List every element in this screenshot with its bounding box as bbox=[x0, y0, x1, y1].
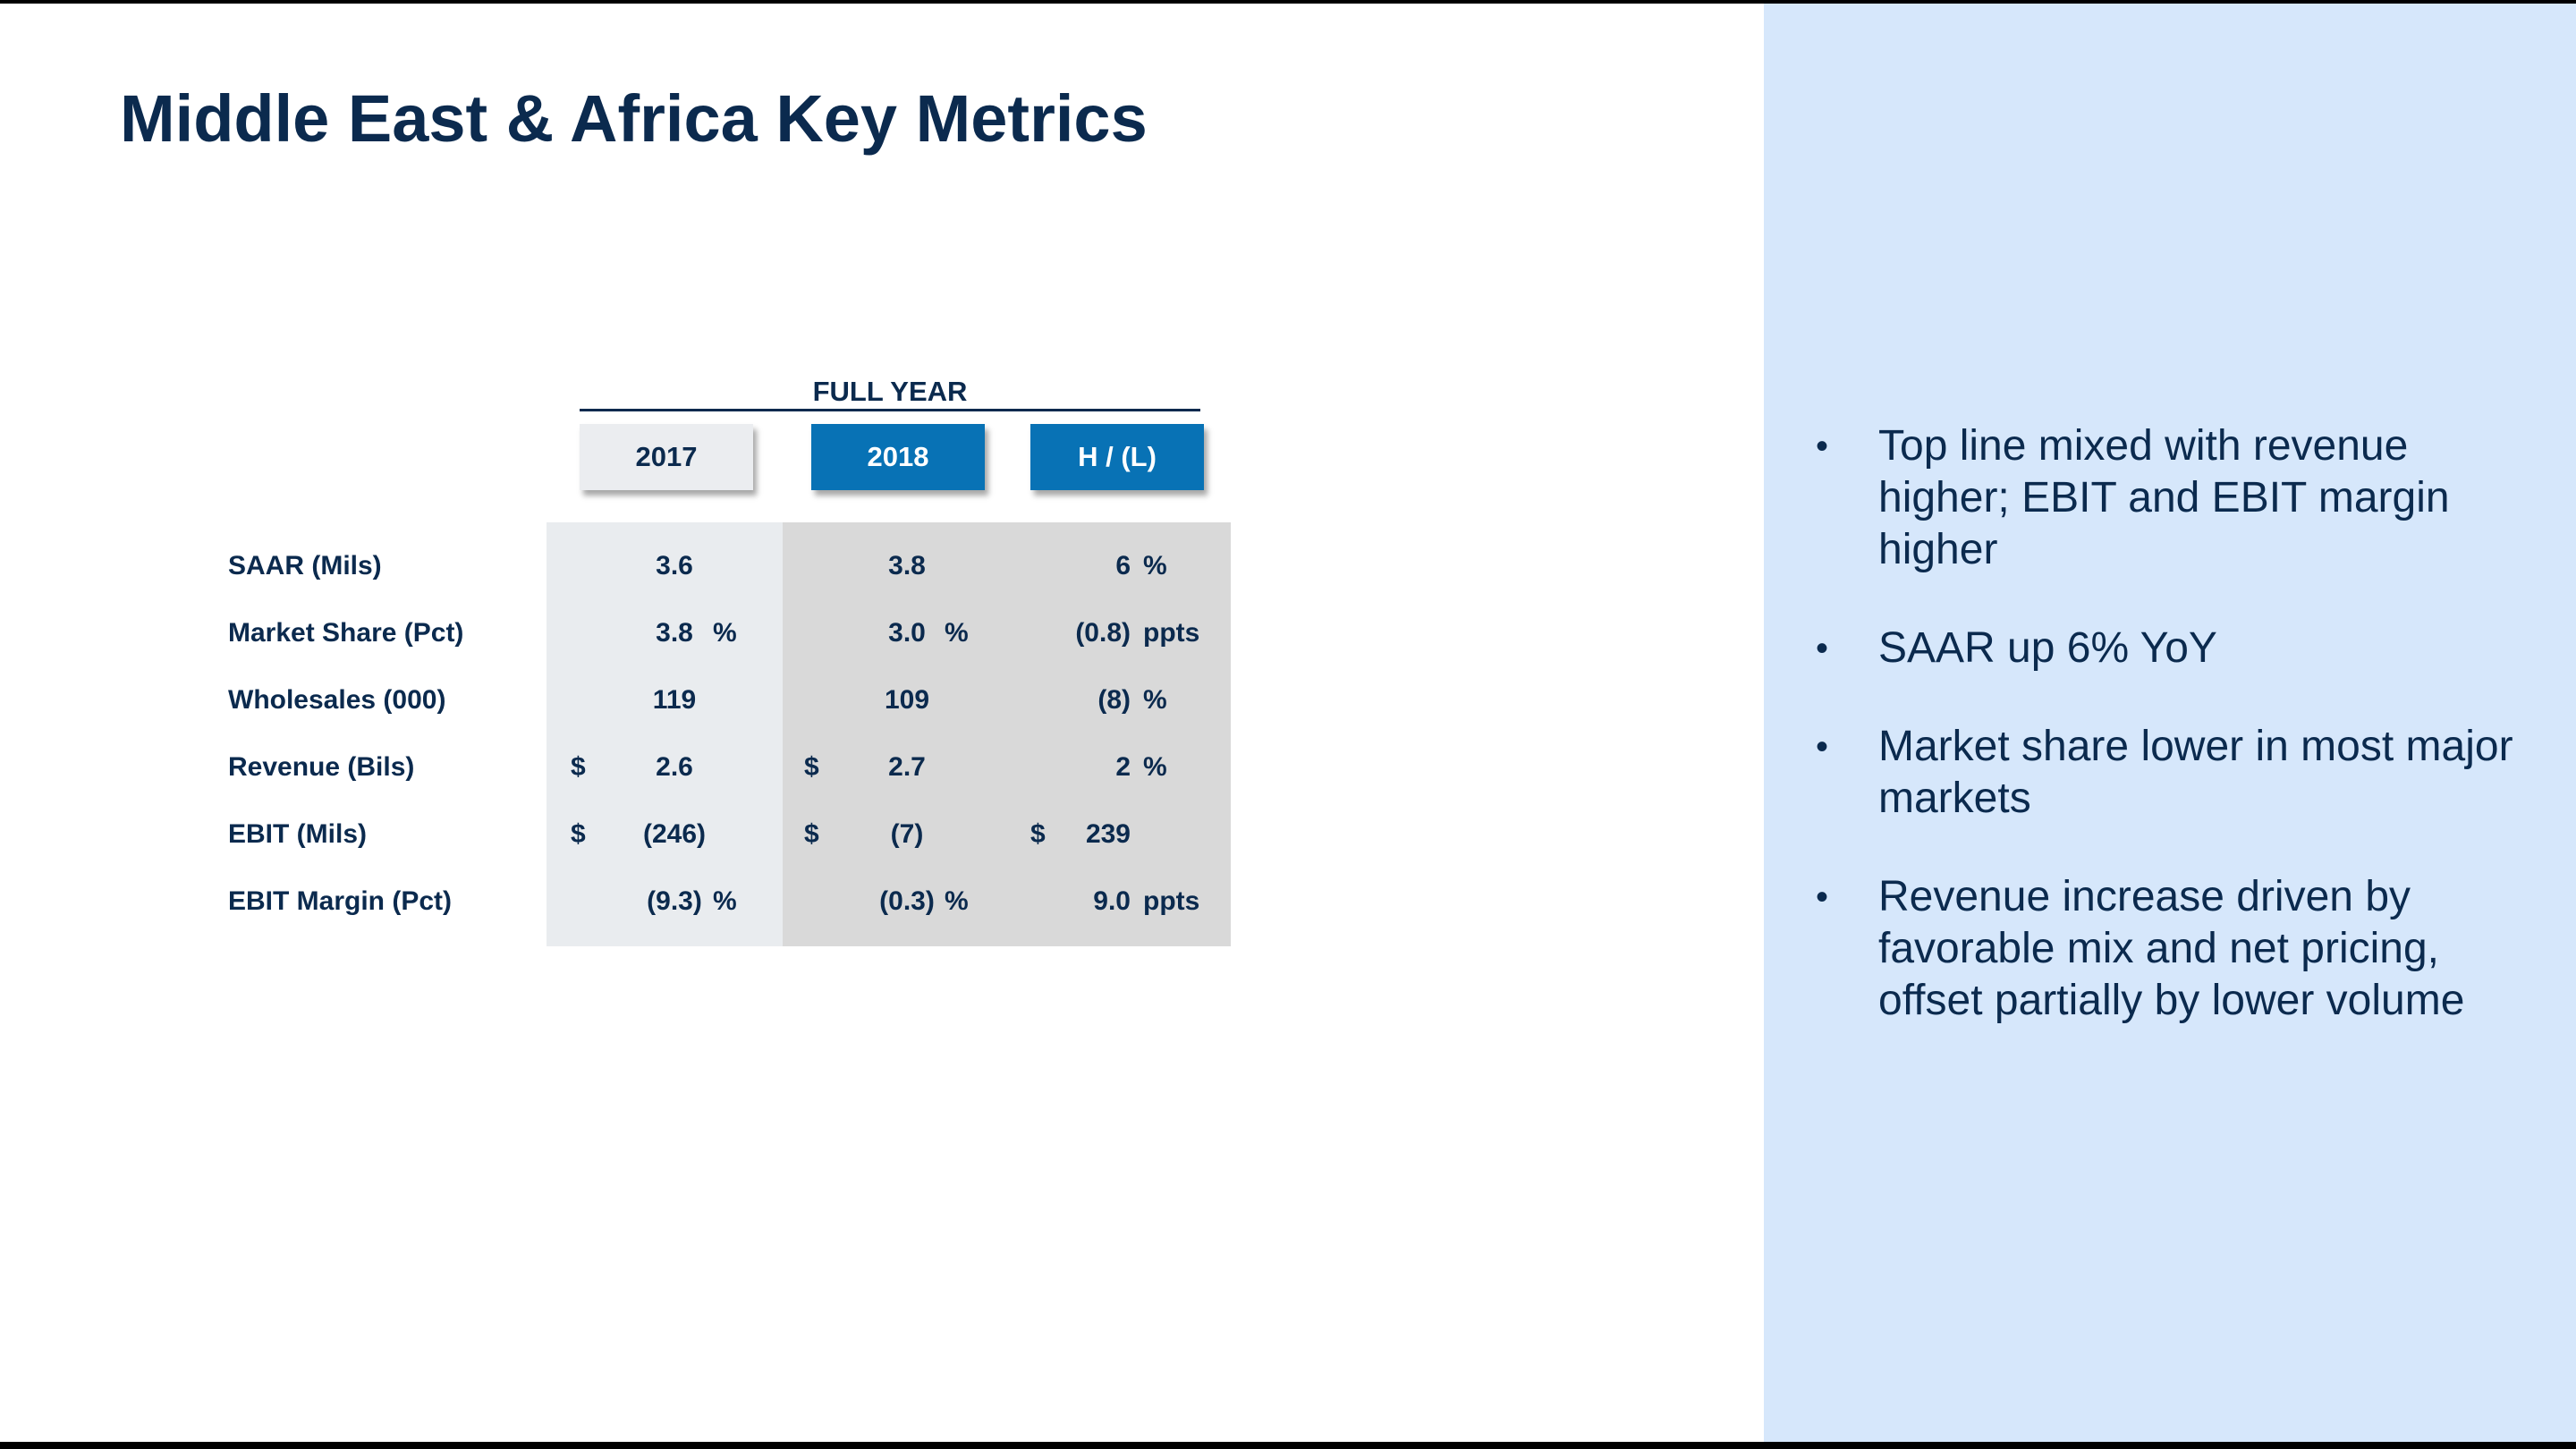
cell-2018-value: 109 bbox=[884, 685, 930, 715]
row-label: Wholesales (000) bbox=[228, 685, 446, 715]
cell-2018-value: (0.3) bbox=[879, 886, 935, 916]
bullet-dot-icon: • bbox=[1816, 877, 1829, 917]
row-label: Revenue (Bils) bbox=[228, 752, 415, 782]
table-row: Wholesales (000) 119 109 (8)% bbox=[0, 674, 1252, 728]
commentary-panel bbox=[1764, 4, 2576, 1442]
cell-2018-unit: % bbox=[945, 886, 969, 916]
bullet-dot-icon: • bbox=[1816, 727, 1829, 767]
cell-2017-value: (246) bbox=[642, 819, 707, 849]
table-row: SAAR (Mils) 3.6 3.8 6% bbox=[0, 540, 1252, 594]
bullet-item: • SAAR up 6% YoY bbox=[1816, 623, 2549, 674]
cell-hl-value: 239 bbox=[1085, 819, 1131, 849]
cell-2018-unit: % bbox=[945, 618, 969, 648]
bullet-item: • Revenue increase driven by favorable mi… bbox=[1816, 871, 2549, 1027]
cell-2018-value: 3.0 bbox=[888, 618, 926, 648]
cell-2017-value: 3.8 bbox=[656, 618, 693, 648]
cell-2018-currency: $ bbox=[804, 819, 819, 849]
bullet-text: Top line mixed with revenue higher; EBIT… bbox=[1878, 422, 2450, 573]
cell-hl-value: 2 bbox=[1115, 752, 1131, 782]
column-header-2017: 2017 bbox=[580, 424, 753, 490]
bullet-text: Revenue increase driven by favorable mix… bbox=[1878, 873, 2465, 1024]
cell-2017-value: 2.6 bbox=[656, 752, 693, 782]
cell-hl-unit: % bbox=[1143, 551, 1167, 580]
full-year-header: FULL YEAR bbox=[812, 376, 968, 407]
row-label: SAAR (Mils) bbox=[228, 551, 382, 580]
commentary-bullets: • Top line mixed with revenue higher; EBI… bbox=[1816, 420, 2549, 1073]
table-row: Revenue (Bils) $2.6 $2.7 2% bbox=[0, 741, 1252, 795]
cell-hl-unit: ppts bbox=[1143, 618, 1200, 648]
cell-hl-value: (8) bbox=[1097, 685, 1131, 715]
cell-2017-value: 3.6 bbox=[656, 551, 693, 580]
bullet-dot-icon: • bbox=[1816, 629, 1829, 668]
cell-hl-unit: % bbox=[1143, 685, 1167, 715]
cell-2018-value: 3.8 bbox=[888, 551, 926, 580]
column-band-2017 bbox=[547, 522, 783, 946]
row-label: Market Share (Pct) bbox=[228, 618, 464, 648]
top-border bbox=[0, 0, 2576, 4]
page-title: Middle East & Africa Key Metrics bbox=[120, 81, 1148, 156]
bottom-border bbox=[0, 1442, 2576, 1449]
cell-hl-value: 6 bbox=[1115, 551, 1131, 580]
full-year-rule bbox=[580, 409, 1200, 411]
cell-2018-value: 2.7 bbox=[888, 752, 926, 782]
bullet-text: Market share lower in most major markets bbox=[1878, 723, 2513, 822]
cell-hl-currency: $ bbox=[1030, 819, 1046, 849]
cell-hl-value: 9.0 bbox=[1093, 886, 1131, 916]
cell-2018-currency: $ bbox=[804, 752, 819, 782]
bullet-item: • Market share lower in most major market… bbox=[1816, 721, 2549, 825]
row-label: EBIT Margin (Pct) bbox=[228, 886, 453, 916]
row-label: EBIT (Mils) bbox=[228, 819, 367, 849]
bullet-item: • Top line mixed with revenue higher; EBI… bbox=[1816, 420, 2549, 576]
column-header-higher-lower: H / (L) bbox=[1030, 424, 1204, 490]
cell-2017-value: 119 bbox=[652, 685, 697, 715]
bullet-text: SAAR up 6% YoY bbox=[1878, 624, 2217, 672]
bullet-dot-icon: • bbox=[1816, 427, 1829, 466]
cell-hl-unit: % bbox=[1143, 752, 1167, 782]
cell-hl-value: (0.8) bbox=[1075, 618, 1131, 648]
cell-2017-value: (9.3) bbox=[647, 886, 702, 916]
cell-2018-value: (7) bbox=[890, 819, 924, 849]
column-band-2018-hl bbox=[783, 522, 1231, 946]
cell-hl-unit: ppts bbox=[1143, 886, 1200, 916]
cell-2017-unit: % bbox=[713, 886, 737, 916]
table-row: EBIT Margin (Pct) (9.3)% (0.3)% 9.0 ppts bbox=[0, 876, 1252, 929]
table-row: EBIT (Mils) $ (246) $ (7) $239 bbox=[0, 809, 1252, 862]
cell-2017-currency: $ bbox=[571, 819, 586, 849]
cell-2017-currency: $ bbox=[571, 752, 586, 782]
table-row: Market Share (Pct) 3.8% 3.0% (0.8) ppts bbox=[0, 607, 1252, 661]
column-header-2018: 2018 bbox=[811, 424, 985, 490]
cell-2017-unit: % bbox=[713, 618, 737, 648]
